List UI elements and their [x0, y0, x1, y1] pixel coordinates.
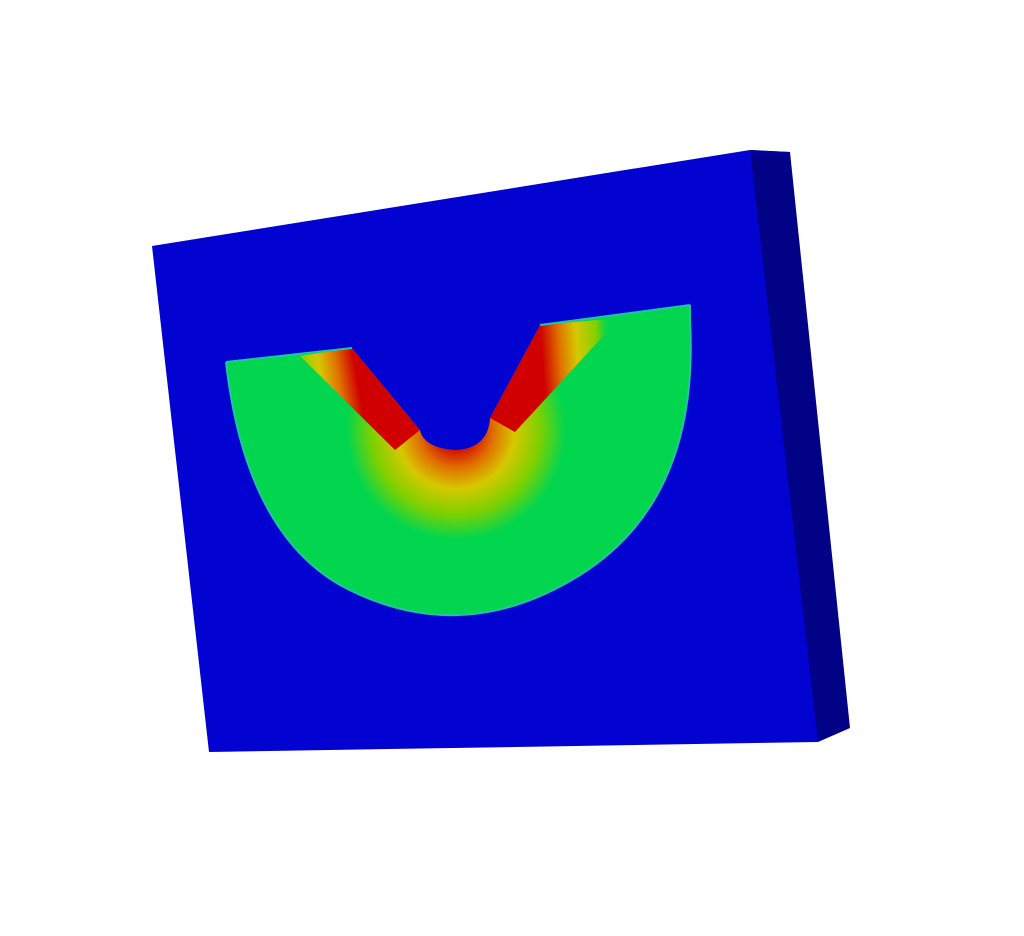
field-region-top-rim [225, 304, 691, 363]
right-wall-hot-band [490, 318, 620, 432]
v-notch-cutout [352, 322, 540, 450]
field-region-rim [225, 305, 692, 617]
left-wall-hot-band [300, 348, 420, 450]
plate-top-edge [750, 150, 790, 156]
plate-side-face [750, 150, 850, 742]
